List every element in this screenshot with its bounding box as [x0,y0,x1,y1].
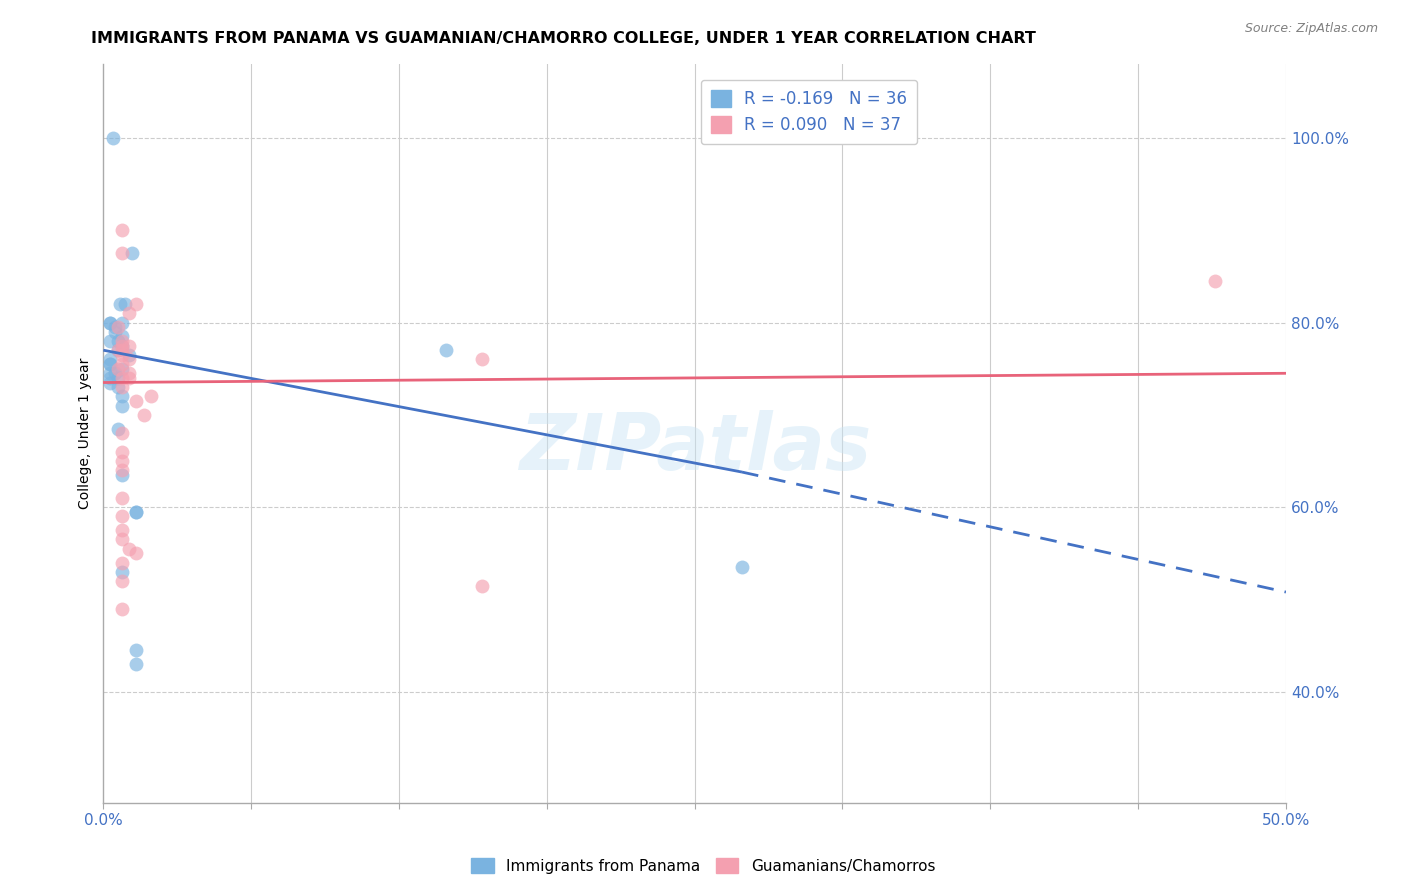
Point [100,334,122,348]
Text: ZIPatlas: ZIPatlas [519,410,870,486]
Point [107,343,129,358]
Point [111,601,134,615]
Point [118,366,141,380]
Point [118,338,141,352]
Point [111,371,134,385]
Point [125,297,148,311]
Text: IMMIGRANTS FROM PANAMA VS GUAMANIAN/CHAMORRO COLLEGE, UNDER 1 YEAR CORRELATION C: IMMIGRANTS FROM PANAMA VS GUAMANIAN/CHAM… [91,31,1036,46]
Point [107,361,129,376]
Point [118,371,141,385]
Point [111,246,134,260]
Y-axis label: College, Under 1 year: College, Under 1 year [79,358,93,509]
Point [111,454,134,468]
Point [100,376,122,390]
Point [125,643,148,657]
Point [125,394,148,409]
Point [107,380,129,394]
Point [139,389,162,403]
Point [471,579,494,593]
Point [471,352,494,367]
Point [111,574,134,588]
Point [108,297,131,311]
Point [111,399,134,413]
Point [111,467,134,482]
Point [107,320,129,334]
Point [100,357,122,371]
Point [111,533,134,547]
Point [107,371,129,385]
Point [111,509,134,524]
Point [111,223,134,237]
Point [100,366,122,380]
Point [107,422,129,436]
Point [111,343,134,358]
Point [104,366,127,380]
Point [1204,274,1226,288]
Point [111,389,134,403]
Point [111,426,134,441]
Point [111,523,134,537]
Point [100,371,122,385]
Point [121,246,143,260]
Point [111,329,134,343]
Point [118,541,141,556]
Legend: R = -0.169   N = 36, R = 0.090   N = 37: R = -0.169 N = 36, R = 0.090 N = 37 [700,79,917,145]
Point [111,361,134,376]
Point [101,131,124,145]
Point [111,338,134,352]
Point [111,348,134,362]
Point [125,505,148,519]
Point [125,505,148,519]
Point [111,334,134,348]
Point [118,348,141,362]
Point [100,352,122,367]
Point [731,560,754,574]
Point [104,325,127,339]
Point [107,334,129,348]
Point [111,338,134,352]
Point [100,357,122,371]
Point [111,380,134,394]
Point [118,306,141,320]
Point [100,316,122,330]
Point [111,444,134,458]
Legend: Immigrants from Panama, Guamanians/Chamorros: Immigrants from Panama, Guamanians/Chamo… [465,852,941,880]
Point [132,408,155,422]
Point [434,343,457,358]
Point [118,352,141,367]
Point [125,657,148,671]
Point [114,297,136,311]
Point [111,463,134,477]
Point [100,316,122,330]
Point [111,491,134,505]
Point [111,556,134,570]
Point [107,343,129,358]
Point [111,565,134,579]
Point [125,546,148,560]
Point [104,320,127,334]
Point [111,357,134,371]
Text: Source: ZipAtlas.com: Source: ZipAtlas.com [1244,22,1378,36]
Point [111,316,134,330]
